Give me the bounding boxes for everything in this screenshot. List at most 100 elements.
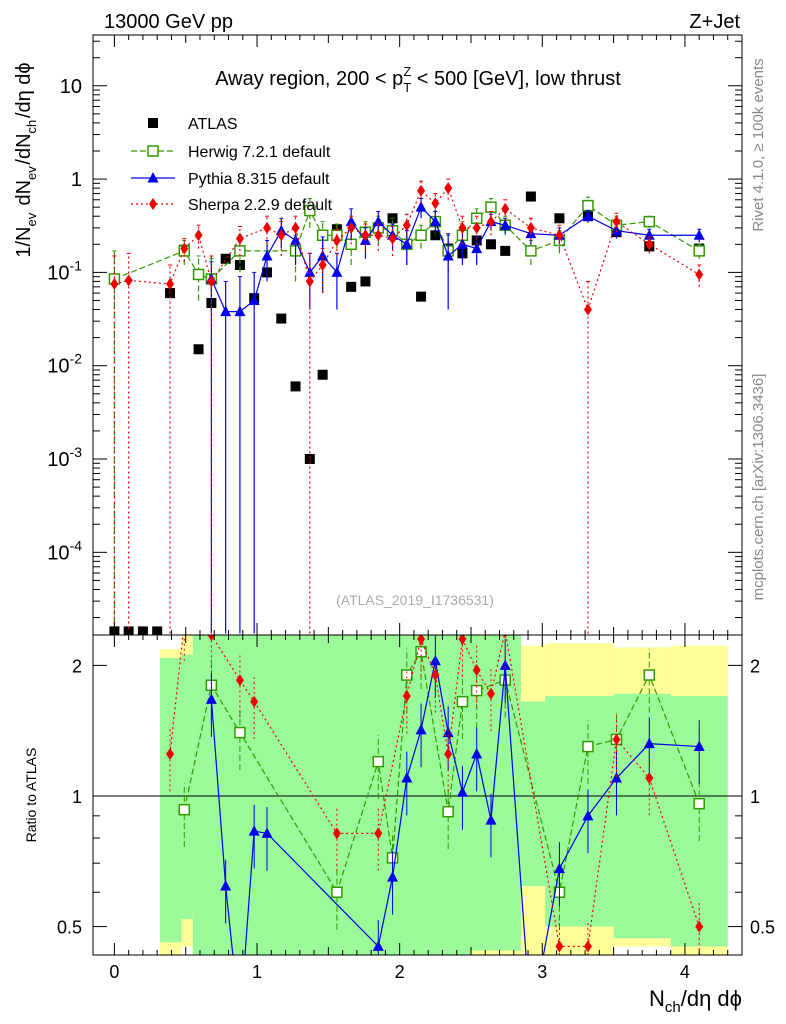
sherpa-ratio-point: [555, 940, 564, 953]
pythia-point: [345, 215, 357, 227]
sherpa-ratio-point: [695, 920, 704, 933]
ratio-band-green: [160, 657, 182, 943]
ratio-band-green: [470, 635, 521, 951]
pythia-ratio-point: [693, 740, 705, 752]
x-tick-label: 3: [537, 962, 547, 982]
pythia-point: [317, 249, 329, 261]
atlas-point: [290, 381, 301, 392]
sherpa-point: [194, 229, 203, 242]
sherpa-ratio-point: [431, 669, 440, 682]
sherpa-point: [645, 238, 654, 251]
sherpa-point: [388, 232, 397, 245]
legend-pythia-label: Pythia 8.315 default: [188, 171, 330, 188]
ratio-band-green: [299, 635, 343, 955]
pythia-point: [499, 219, 511, 230]
ratio-axis-label: Ratio to ATLAS: [23, 748, 39, 843]
ratio-uncertainty-bands: [160, 635, 728, 955]
herwig-point: [415, 229, 427, 242]
pythia-point: [429, 215, 441, 227]
pythia-ratio-point: [643, 737, 655, 749]
sherpa-ratio-point: [250, 695, 259, 708]
atlas-point: [304, 454, 315, 465]
pythia-point: [290, 234, 302, 245]
pythia-point: [442, 249, 454, 261]
sherpa-point: [277, 229, 286, 242]
sherpa-point: [417, 184, 426, 197]
herwig-ratio-point: [456, 695, 469, 708]
axes-layer: 0 1 2 3 4 10 1 10-1 10-2 10-3 10-4 0.5 0.5 1 1 2 2: [47, 34, 775, 982]
y-axis-label: 1/Nev dNev /dNch /dη dϕ: [13, 62, 39, 257]
main-series-layer: [108, 178, 705, 635]
sherpa-ratio-point: [486, 687, 495, 700]
pythia-ratio-point: [234, 1017, 245, 1024]
pythia-series: [205, 197, 705, 634]
header-process: Z+Jet: [689, 11, 740, 33]
x-tick-label: 1: [252, 962, 262, 982]
sherpa-point: [472, 221, 481, 234]
herwig-ratio-point: [331, 886, 343, 898]
legend-herwig-marker: [147, 145, 159, 157]
herwig-point: [643, 215, 656, 228]
pythia-ratio-point: [220, 880, 232, 891]
pythia-point: [471, 242, 483, 254]
atlas-point: [360, 276, 371, 287]
sherpa-ratio-point: [402, 690, 411, 703]
pythia-ratio-point: [442, 726, 454, 738]
pythia-point: [693, 229, 705, 240]
pythia-point: [248, 294, 260, 305]
herwig-ratio-point: [415, 646, 427, 658]
atlas-point: [525, 191, 536, 202]
pythia-ratio-point: [582, 809, 594, 821]
y-tick-label: 10-4: [47, 537, 82, 564]
sherpa-point: [361, 229, 370, 242]
pythia-point: [610, 224, 622, 236]
pythia-point: [261, 249, 273, 261]
sherpa-point: [110, 278, 119, 291]
atlas-point: [234, 260, 245, 271]
y-tick-label: 10-3: [47, 444, 82, 471]
ratio-series-layer: [93, 635, 742, 1024]
atlas-point: [317, 369, 328, 380]
pythia-ratio-point: [499, 659, 511, 670]
herwig-point: [525, 245, 537, 257]
pythia-point: [331, 266, 343, 277]
sherpa-point: [458, 221, 467, 234]
sherpa-point: [431, 197, 440, 210]
pythia-ratio-point: [387, 871, 399, 882]
sherpa-point: [124, 274, 133, 287]
pythia-ratio-point: [372, 940, 384, 951]
legend-atlas-label: ATLAS: [188, 116, 238, 133]
sherpa-ratio-point: [417, 635, 426, 646]
ratio-frame: [92, 634, 743, 956]
pythia-ratio-point: [205, 693, 217, 704]
sherpa-ratio-point: [458, 635, 467, 646]
atlas-point: [416, 291, 427, 302]
pythia-ratio-point: [471, 747, 483, 759]
sherpa-point: [555, 229, 564, 242]
pythia-ratio-point: [485, 814, 497, 825]
sherpa-point: [612, 215, 621, 228]
legend-pythia-marker: [147, 172, 159, 183]
rivet-version-label: Rivet 4.1.0, ≥ 100k events: [750, 58, 767, 231]
pythia-point: [401, 238, 413, 249]
herwig-ratio-point: [178, 803, 191, 816]
sherpa-point: [526, 221, 535, 234]
pythia-ratio-series: [205, 635, 705, 1024]
herwig-point: [582, 199, 594, 212]
y-tick-label: 10-1: [47, 257, 82, 284]
sherpa-point: [402, 219, 411, 232]
herwig-ratio-point: [372, 755, 385, 768]
sherpa-point: [486, 215, 495, 228]
pythia-point: [582, 210, 594, 221]
x-axis-label: Nch/dη dϕ: [649, 986, 742, 1016]
sherpa-point: [235, 232, 244, 245]
y-tick-label: 10: [60, 76, 82, 98]
mcplots-label: mcplots.cern.ch [arXiv:1306.3436]: [750, 374, 767, 601]
ratio-y-tick-label-right: 2: [750, 656, 760, 676]
pythia-ratio-point: [415, 723, 427, 735]
ratio-y-tick-label: 1: [72, 787, 82, 807]
sherpa-point: [263, 221, 272, 234]
sherpa-point: [207, 275, 216, 288]
sherpa-ratio-point: [166, 747, 175, 760]
pythia-point: [234, 305, 246, 317]
